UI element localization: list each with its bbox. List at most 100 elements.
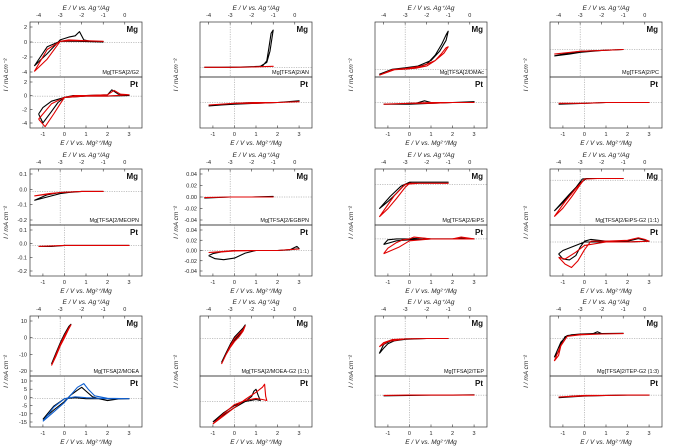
electrolyte-label: Mg[TFSA]2/EiPS-G2 (1:1): [595, 218, 659, 224]
top-tick-label: 0: [643, 160, 646, 166]
bottom-tick-label: 3: [298, 132, 301, 138]
top-tick-label: -4: [556, 307, 561, 313]
y-tick-label: 0.0: [19, 242, 27, 248]
bottom-tick-label: 1: [254, 132, 257, 138]
top-tick-label: 0: [643, 307, 646, 313]
y-tick-label: 0.02: [186, 184, 197, 190]
top-tick-label: -3: [58, 160, 63, 166]
bottom-axis-label: E / V vs. Mg²⁺/Mg: [230, 140, 282, 147]
mg-panel-frame: [374, 21, 488, 78]
bottom-tick-label: 3: [648, 280, 651, 286]
bottom-tick-label: 0: [583, 280, 586, 286]
cv-curve-red-mg: [33, 39, 104, 72]
cv-curve-red-pt: [558, 394, 650, 398]
bottom-tick-label: 3: [298, 280, 301, 286]
top-tick-label: -4: [381, 307, 386, 313]
cv-curve-red-pt: [208, 248, 300, 254]
cv-curve-red-mg: [204, 65, 274, 68]
electrode-label-pt: Pt: [475, 80, 483, 89]
top-tick-label: -3: [403, 13, 408, 19]
y-tick-label: -0.04: [184, 218, 197, 224]
y-tick-label: 0.04: [186, 228, 197, 234]
electrolyte-label: Mg[TFSA]2/EiPS: [442, 218, 484, 224]
bottom-tick-label: 2: [106, 280, 109, 286]
cv-curve-black-mg: [553, 331, 624, 358]
y-axis-label: I / mA cm⁻²: [348, 354, 355, 388]
bottom-tick-label: 1: [429, 431, 432, 437]
electrode-label-pt: Pt: [130, 379, 138, 388]
pt-panel-frame: [549, 375, 663, 428]
pt-panel-frame: [374, 375, 488, 428]
y-tick-label: 10: [21, 379, 27, 385]
y-axis-label: I / mA cm⁻²: [173, 205, 180, 239]
y-tick-label: 0: [24, 395, 27, 401]
pt-panel-frame: [29, 224, 143, 277]
bottom-axis-label: E / V vs. Mg²⁺/Mg: [405, 140, 457, 147]
bottom-axis-label: E / V vs. Mg²⁺/Mg: [230, 439, 282, 446]
y-tick-label: 0: [24, 40, 27, 46]
bottom-tick-label: 0: [233, 280, 236, 286]
cv-curve-red-mg: [378, 182, 449, 218]
bottom-axis-label: E / V vs. Mg²⁺/Mg: [405, 288, 457, 295]
bottom-axis-label: E / V vs. Mg²⁺/Mg: [405, 439, 457, 446]
electrode-label-mg: Mg: [126, 25, 138, 34]
y-tick-label: -4: [22, 121, 27, 127]
top-tick-label: -2: [424, 160, 429, 166]
top-tick-label: -3: [228, 307, 233, 313]
top-tick-label: -3: [578, 13, 583, 19]
y-tick-label: 10: [21, 319, 27, 325]
bottom-axis-label: E / V vs. Mg²⁺/Mg: [60, 140, 112, 147]
y-tick-label: -0.02: [184, 259, 197, 265]
electrolyte-label: Mg[TFSA]2/AN: [272, 70, 309, 76]
top-tick-label: -3: [228, 160, 233, 166]
top-tick-label: -2: [249, 160, 254, 166]
y-tick-label: 0: [24, 94, 27, 100]
electrode-label-mg: Mg: [296, 319, 308, 328]
bottom-tick-label: 2: [626, 431, 629, 437]
cv-curve-black-pt: [558, 238, 650, 261]
cv-curve-red-pt: [38, 89, 130, 128]
electrolyte-label: Mg[TFSA]2/TEP-G2 (1:3): [597, 369, 659, 375]
bottom-tick-label: 1: [604, 280, 607, 286]
cv-curve-black-mg: [34, 190, 104, 201]
bottom-tick-label: 1: [84, 132, 87, 138]
bottom-tick-label: 1: [429, 280, 432, 286]
electrode-label-pt: Pt: [650, 379, 658, 388]
bottom-tick-label: 1: [84, 431, 87, 437]
cv-curve-black-mg: [204, 29, 274, 68]
top-tick-label: -4: [206, 307, 211, 313]
electrode-label-mg: Mg: [646, 319, 658, 328]
bottom-tick-label: 0: [63, 431, 66, 437]
top-tick-label: -3: [228, 13, 233, 19]
top-tick-label: -2: [79, 13, 84, 19]
mg-panel-frame: [374, 315, 488, 377]
cv-curve-blue-pt: [42, 383, 130, 422]
bottom-tick-label: 3: [648, 132, 651, 138]
top-tick-label: -1: [621, 13, 626, 19]
bottom-tick-label: 1: [429, 132, 432, 138]
electrolyte-label: Mg[TFSA]2/MOEA-G2 (1:1): [241, 369, 309, 375]
electrode-label-mg: Mg: [126, 319, 138, 328]
electrolyte-label: Mg[TFSA]2/TEP: [444, 369, 484, 375]
top-tick-label: -1: [271, 13, 276, 19]
top-axis-label: E / V vs. Ag⁺/Ag: [583, 299, 630, 306]
top-tick-label: -4: [206, 13, 211, 19]
y-axis-label: I / mA cm⁻²: [3, 205, 10, 239]
top-tick-label: -1: [271, 160, 276, 166]
bottom-tick-label: 0: [63, 280, 66, 286]
top-tick-label: 0: [293, 160, 296, 166]
pt-panel-frame: [29, 375, 143, 428]
cv-curve-black-pt: [42, 386, 130, 420]
top-axis-label: E / V vs. Ag⁺/Ag: [233, 299, 280, 306]
top-tick-label: -1: [621, 307, 626, 313]
y-axis-label: I / mA cm⁻²: [3, 354, 10, 388]
top-tick-label: -2: [79, 160, 84, 166]
y-tick-label: 0.02: [186, 238, 197, 244]
bottom-tick-label: -1: [40, 431, 45, 437]
y-tick-label: -2: [22, 107, 27, 113]
electrolyte-label: Mg[TFSA]2/EGBPN: [260, 218, 309, 224]
top-tick-label: -1: [271, 307, 276, 313]
bottom-tick-label: 1: [84, 280, 87, 286]
electrode-label-mg: Mg: [646, 172, 658, 181]
